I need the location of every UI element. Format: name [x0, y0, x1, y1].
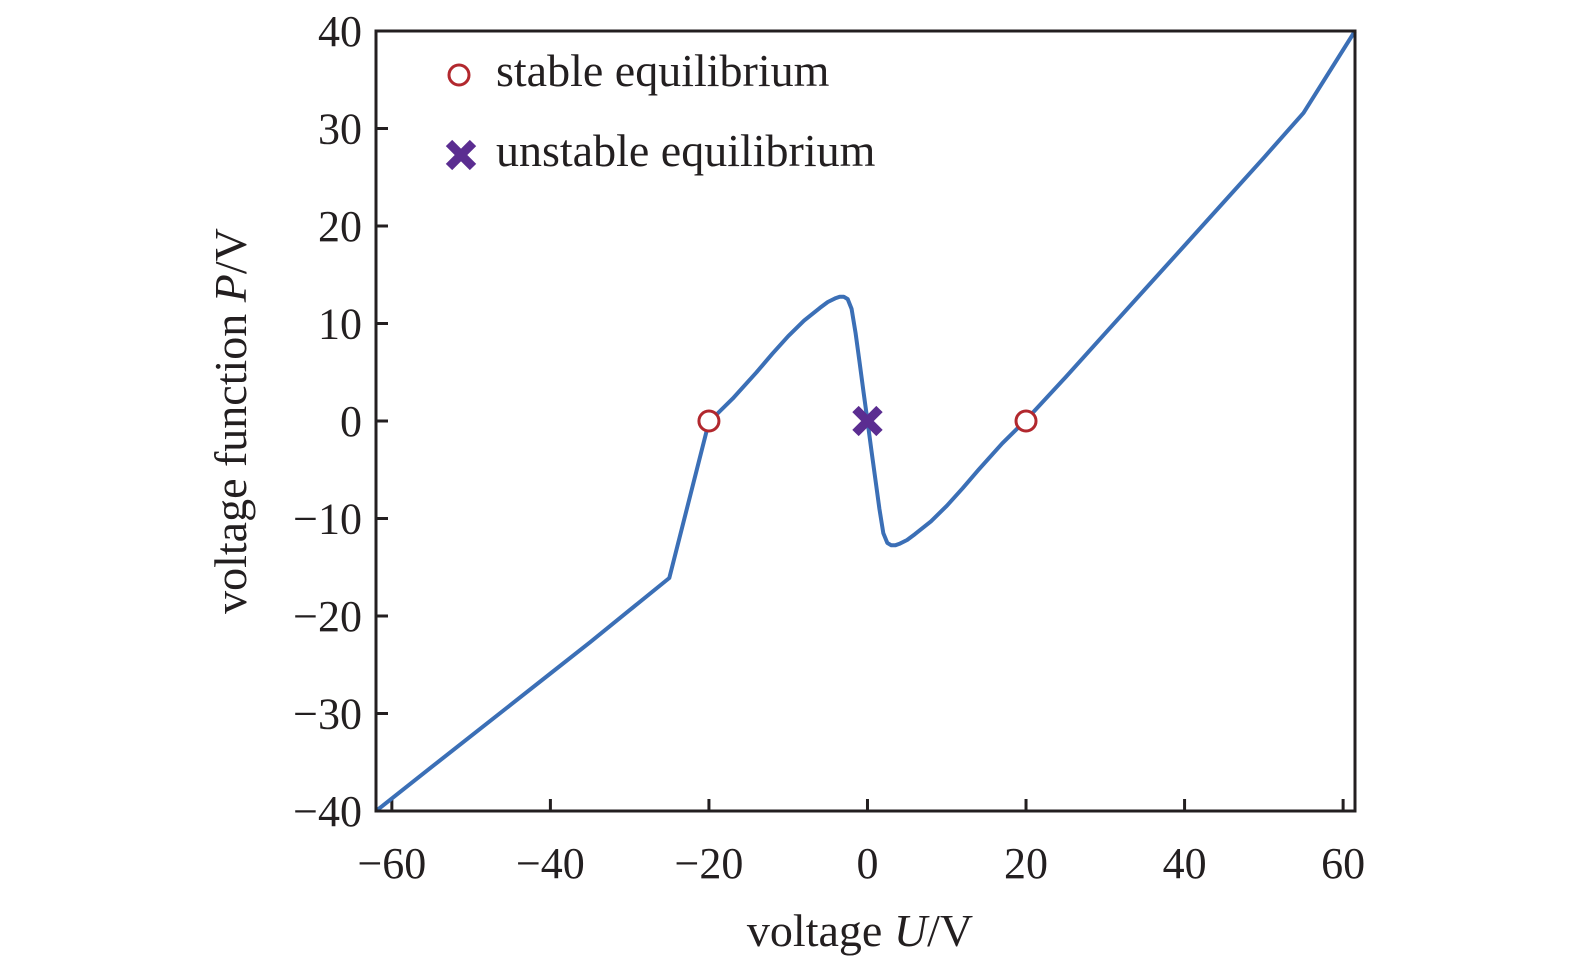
legend-stable-label: stable equilibrium	[496, 45, 830, 96]
stable-equilibrium-point	[1014, 409, 1038, 433]
axis-ticks	[376, 29, 1345, 813]
x-tick-label: 20	[1004, 839, 1048, 888]
unstable-equilibrium-point	[852, 405, 883, 437]
x-tick-label: −60	[357, 839, 426, 888]
x-axis-label-unit: /V	[927, 905, 973, 956]
y-tick-label: −20	[293, 592, 362, 641]
y-axis-label-var: P	[205, 274, 256, 303]
y-axis-label-unit: /V	[205, 228, 256, 274]
x-tick-label: −40	[516, 839, 585, 888]
y-tick-label: 20	[318, 202, 362, 251]
stable-equilibrium-point	[697, 409, 721, 433]
y-tick-label: −30	[293, 690, 362, 739]
legend: stable equilibrium unstable equilibrium	[445, 45, 876, 176]
x-tick-labels: −60 −40 −20 0 20 40 60	[357, 839, 1365, 888]
x-tick-label: 60	[1321, 839, 1365, 888]
y-tick-label: 30	[318, 105, 362, 154]
y-tick-label: −40	[293, 787, 362, 836]
x-tick-label: −20	[675, 839, 744, 888]
y-tick-labels: −40 −30 −20 −10 0 10 20 30 40	[293, 7, 362, 836]
x-tick-label: 40	[1163, 839, 1207, 888]
legend-unstable-label: unstable equilibrium	[496, 125, 876, 176]
legend-unstable-marker	[445, 139, 477, 171]
plot-frame	[374, 29, 1357, 813]
x-axis-label-var: U	[894, 905, 930, 956]
y-tick-label: 0	[340, 397, 362, 446]
y-tick-label: 40	[318, 7, 362, 56]
y-axis-label: voltage function P/V	[205, 228, 256, 614]
equilibrium-markers	[697, 405, 1038, 437]
x-axis-label: voltage U/V	[747, 905, 973, 956]
x-tick-label: 0	[856, 839, 878, 888]
y-axis-label-prefix: voltage function	[205, 302, 256, 614]
legend-stable-marker	[447, 63, 471, 87]
x-axis-label-prefix: voltage	[747, 905, 894, 956]
y-tick-label: −10	[293, 495, 362, 544]
y-tick-label: 10	[318, 300, 362, 349]
